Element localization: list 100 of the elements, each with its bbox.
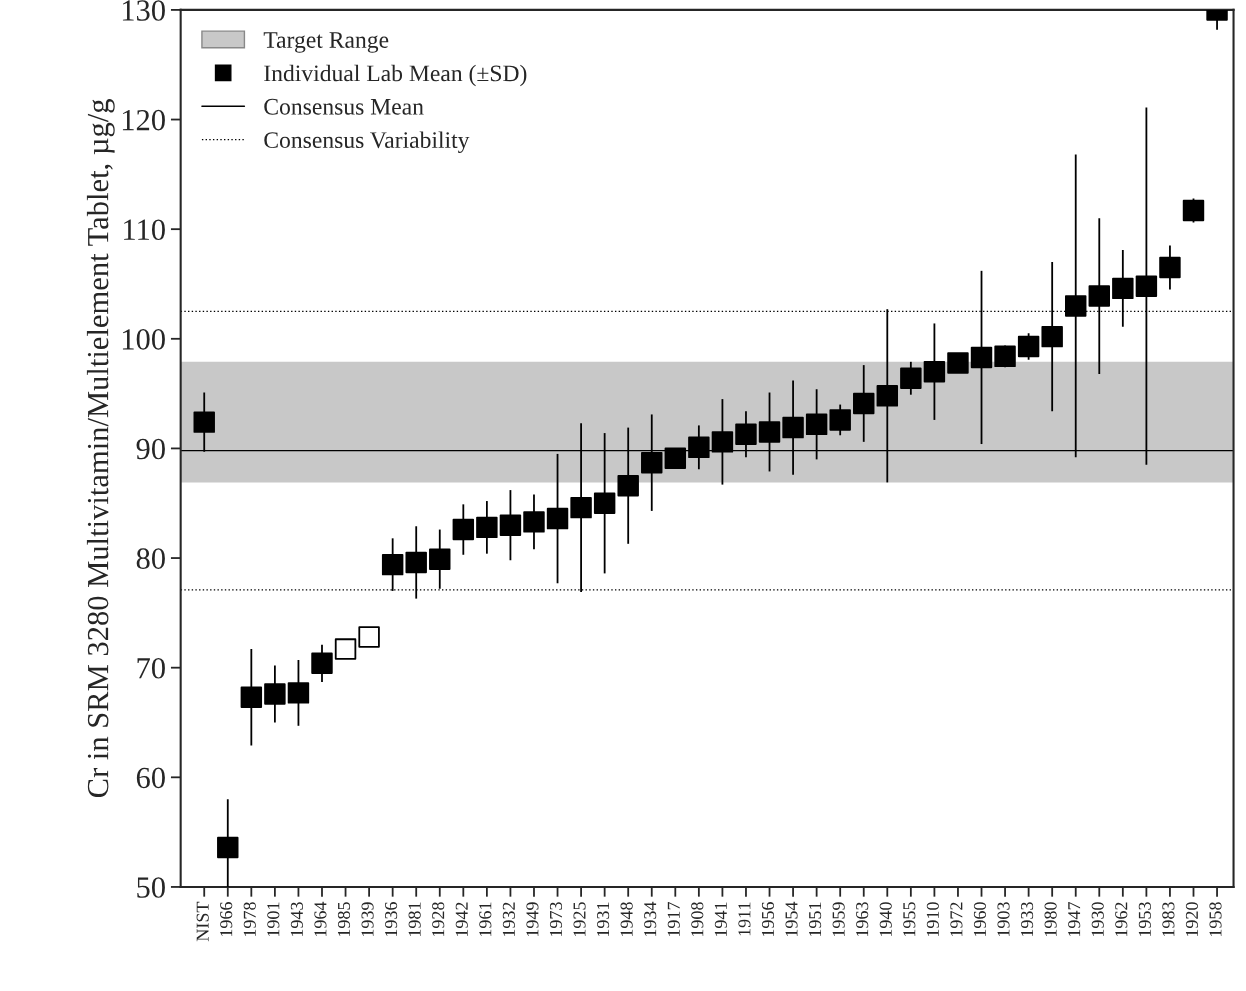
x-tick-label: NIST bbox=[196, 901, 209, 942]
point bbox=[782, 416, 804, 439]
point bbox=[287, 682, 310, 704]
point bbox=[1088, 285, 1111, 307]
x-tick-label: 1910 bbox=[926, 902, 939, 937]
point bbox=[853, 392, 875, 415]
x-tick-label: 1954 bbox=[785, 901, 798, 937]
point bbox=[1159, 256, 1181, 279]
x-tick-label: 1962 bbox=[1115, 902, 1128, 937]
point bbox=[617, 474, 639, 497]
x-tick-label: 1942 bbox=[455, 902, 468, 937]
point bbox=[381, 553, 404, 576]
legend-label: Consensus Mean bbox=[264, 98, 424, 115]
x-tick-label: 1958 bbox=[1209, 902, 1222, 937]
x-tick-label: 1930 bbox=[1091, 902, 1104, 937]
legend-label: Consensus Variability bbox=[264, 131, 470, 153]
x-tick-label: 1933 bbox=[1021, 902, 1034, 937]
point bbox=[452, 518, 475, 541]
point bbox=[1065, 295, 1087, 317]
point bbox=[193, 411, 215, 433]
point bbox=[970, 346, 993, 369]
x-tick-label: 1903 bbox=[997, 902, 1010, 937]
point bbox=[805, 413, 828, 436]
x-tick-label: 1973 bbox=[549, 902, 563, 937]
point bbox=[546, 507, 569, 530]
point bbox=[1112, 277, 1134, 300]
x-tick-label: 1934 bbox=[644, 901, 657, 937]
point bbox=[311, 652, 333, 675]
x-tick-label: 1939 bbox=[361, 902, 374, 937]
point bbox=[523, 511, 545, 533]
point bbox=[1041, 325, 1063, 348]
x-tick-label: 1947 bbox=[1068, 902, 1081, 937]
x-tick-label: 1940 bbox=[879, 902, 892, 937]
x-tick-label: 1985 bbox=[337, 902, 351, 937]
point bbox=[264, 683, 286, 705]
point bbox=[334, 638, 357, 660]
point bbox=[476, 516, 498, 539]
point bbox=[711, 431, 734, 453]
point bbox=[664, 447, 687, 470]
point bbox=[429, 548, 451, 570]
x-tick-label: 1981 bbox=[408, 902, 421, 937]
point bbox=[923, 360, 946, 383]
point bbox=[758, 421, 781, 443]
point bbox=[1135, 275, 1158, 297]
point bbox=[735, 423, 757, 445]
x-tick-label: 1920 bbox=[1185, 902, 1199, 937]
legend-label: Individual Lab Mean (±SD) bbox=[264, 64, 527, 87]
y-tick-label: 90 bbox=[136, 438, 165, 460]
point bbox=[405, 551, 427, 574]
point bbox=[1182, 199, 1205, 222]
y-tick-label: 120 bbox=[122, 109, 165, 131]
x-tick-label: 1917 bbox=[667, 902, 680, 937]
x-tick-label: 1960 bbox=[973, 902, 987, 937]
x-tick-label: 1928 bbox=[432, 902, 445, 937]
point bbox=[688, 436, 710, 459]
x-tick-label: 1943 bbox=[290, 902, 303, 937]
point bbox=[499, 514, 522, 536]
x-tick-label: 1964 bbox=[314, 901, 327, 937]
point bbox=[947, 352, 969, 374]
x-tick-label: 1951 bbox=[809, 902, 822, 937]
x-tick-label: 1901 bbox=[267, 902, 280, 937]
x-tick-label: 1932 bbox=[502, 902, 515, 937]
point bbox=[240, 686, 263, 709]
x-tick-label: 1956 bbox=[761, 902, 775, 937]
point bbox=[358, 626, 380, 648]
y-tick-label: 100 bbox=[122, 329, 165, 350]
x-tick-label: 1908 bbox=[691, 902, 704, 937]
x-tick-label: 1959 bbox=[832, 902, 845, 937]
x-tick-label: 1941 bbox=[714, 902, 727, 937]
y-axis-title: Cr in SRM 3280 Multivitamin/Multielement Tablet, µg/g bbox=[86, 99, 115, 798]
x-tick-label: 1936 bbox=[385, 902, 398, 937]
x-tick-label: 1948 bbox=[620, 902, 633, 937]
x-tick-label: 1931 bbox=[597, 902, 610, 937]
x-tick-label: 1949 bbox=[526, 902, 539, 937]
x-tick-label: 1980 bbox=[1044, 902, 1057, 937]
point bbox=[641, 451, 663, 474]
x-tick-label: 1961 bbox=[479, 902, 492, 937]
point bbox=[217, 836, 239, 859]
x-tick-label: 1925 bbox=[573, 902, 586, 937]
point bbox=[994, 345, 1016, 368]
y-tick-label: 60 bbox=[136, 767, 165, 789]
point bbox=[900, 367, 922, 389]
y-tick-label: 50 bbox=[137, 877, 165, 898]
point bbox=[1017, 335, 1040, 358]
point bbox=[570, 496, 592, 519]
x-tick-label: 1953 bbox=[1138, 902, 1151, 937]
y-tick-label: 110 bbox=[124, 219, 165, 241]
x-tick-label: 1972 bbox=[950, 902, 963, 937]
x-tick-label: 1966 bbox=[220, 902, 233, 937]
y-tick-label: 130 bbox=[122, 0, 165, 21]
point bbox=[876, 385, 899, 407]
point bbox=[829, 409, 851, 431]
y-tick-label: 80 bbox=[136, 548, 165, 569]
x-tick-label: 1983 bbox=[1162, 902, 1175, 937]
x-tick-label: 1963 bbox=[856, 902, 869, 937]
point bbox=[593, 492, 616, 514]
y-tick-label: 70 bbox=[137, 657, 165, 679]
x-tick-label: 1978 bbox=[243, 902, 256, 937]
x-tick-label: 1911 bbox=[738, 902, 751, 936]
x-tick-label: 1955 bbox=[903, 902, 916, 937]
